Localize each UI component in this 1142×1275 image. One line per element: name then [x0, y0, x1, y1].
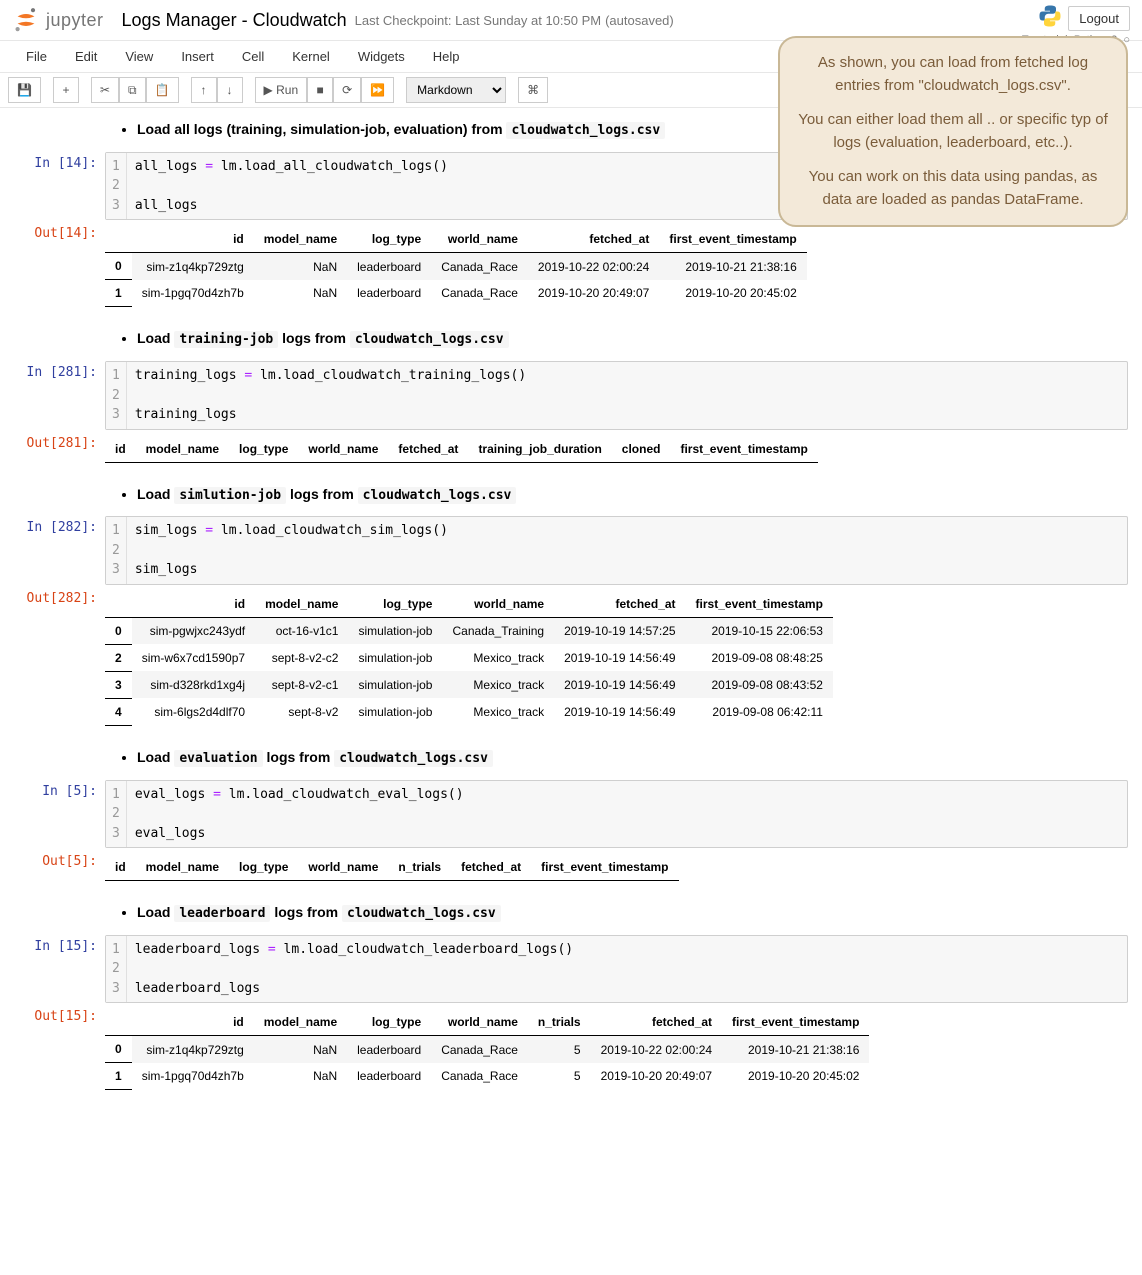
- menu-help[interactable]: Help: [419, 41, 474, 72]
- output-area: idmodel_namelog_typeworld_namen_trialsfe…: [105, 850, 1142, 895]
- restart-run-all-button[interactable]: ⏩: [361, 77, 394, 103]
- menu-insert[interactable]: Insert: [167, 41, 228, 72]
- in-prompt: In [14]:: [0, 152, 105, 221]
- markdown-cell[interactable]: Load simlution-job logs from cloudwatch_…: [105, 479, 1142, 515]
- in-prompt: In [282]:: [0, 516, 105, 585]
- move-up-button[interactable]: ↑: [191, 77, 217, 103]
- dataframe-table: idmodel_namelog_typeworld_namefetched_at…: [105, 226, 807, 307]
- celltype-select[interactable]: Markdown: [406, 77, 506, 103]
- run-button[interactable]: ▶ Run: [255, 77, 308, 103]
- markdown-cell[interactable]: Load training-job logs from cloudwatch_l…: [105, 323, 1142, 359]
- callout-p2: You can either load them all .. or speci…: [798, 109, 1108, 154]
- out-prompt: Out[14]:: [0, 222, 105, 321]
- dataframe-table: idmodel_namelog_typeworld_namefetched_at…: [105, 436, 818, 463]
- move-down-button[interactable]: ↓: [217, 77, 243, 103]
- callout-p1: As shown, you can load from fetched log …: [798, 52, 1108, 97]
- out-prompt: Out[282]:: [0, 587, 105, 740]
- menu-edit[interactable]: Edit: [61, 41, 111, 72]
- out-prompt: Out[281]:: [0, 432, 105, 477]
- menu-view[interactable]: View: [111, 41, 167, 72]
- dataframe-table: idmodel_namelog_typeworld_namen_trialsfe…: [105, 1009, 869, 1090]
- out-prompt: Out[5]:: [0, 850, 105, 895]
- notebook-title[interactable]: Logs Manager - Cloudwatch: [122, 10, 347, 31]
- restart-button[interactable]: ⟳: [333, 77, 361, 103]
- notebook-header: jupyter Logs Manager - Cloudwatch Last C…: [0, 0, 1142, 41]
- jupyter-text: jupyter: [46, 10, 104, 31]
- save-button[interactable]: 💾: [8, 77, 41, 103]
- annotation-callout: As shown, you can load from fetched log …: [778, 36, 1128, 227]
- logout-button[interactable]: Logout: [1068, 6, 1130, 31]
- dataframe-table: idmodel_namelog_typeworld_namen_trialsfe…: [105, 854, 679, 881]
- in-prompt: In [15]:: [0, 935, 105, 1004]
- dataframe-table: idmodel_namelog_typeworld_namefetched_at…: [105, 591, 833, 726]
- callout-p3: You can work on this data using pandas, …: [798, 166, 1108, 211]
- markdown-cell[interactable]: Load leaderboard logs from cloudwatch_lo…: [105, 897, 1142, 933]
- code-cell[interactable]: 123 training_logs = lm.load_cloudwatch_t…: [105, 361, 1128, 430]
- menu-file[interactable]: File: [12, 41, 61, 72]
- in-prompt: In [281]:: [0, 361, 105, 430]
- jupyter-icon: [12, 6, 40, 34]
- menu-kernel[interactable]: Kernel: [278, 41, 344, 72]
- copy-button[interactable]: ⧉: [119, 77, 146, 103]
- output-area: idmodel_namelog_typeworld_namen_trialsfe…: [105, 1005, 1142, 1104]
- autosave-text: (autosaved): [605, 13, 674, 28]
- add-cell-button[interactable]: +: [53, 77, 79, 103]
- output-area: idmodel_namelog_typeworld_namefetched_at…: [105, 222, 1142, 321]
- notebook-body: Load all logs (training, simulation-job,…: [0, 108, 1142, 1136]
- markdown-cell[interactable]: Load evaluation logs from cloudwatch_log…: [105, 742, 1142, 778]
- out-prompt: Out[15]:: [0, 1005, 105, 1104]
- command-palette-button[interactable]: ⌘: [518, 77, 548, 103]
- stop-button[interactable]: ■: [307, 77, 333, 103]
- cut-button[interactable]: ✂: [91, 77, 119, 103]
- menu-widgets[interactable]: Widgets: [344, 41, 419, 72]
- checkpoint-text: Last Checkpoint: Last Sunday at 10:50 PM: [355, 13, 601, 28]
- python-icon: [1038, 4, 1062, 28]
- menu-cell[interactable]: Cell: [228, 41, 278, 72]
- jupyter-logo[interactable]: jupyter: [12, 6, 104, 34]
- code-cell[interactable]: 123 sim_logs = lm.load_cloudwatch_sim_lo…: [105, 516, 1128, 585]
- code-cell[interactable]: 123 leaderboard_logs = lm.load_cloudwatc…: [105, 935, 1128, 1004]
- in-prompt: In [5]:: [0, 780, 105, 849]
- output-area: idmodel_namelog_typeworld_namefetched_at…: [105, 587, 1142, 740]
- paste-button[interactable]: 📋: [146, 77, 179, 103]
- output-area: idmodel_namelog_typeworld_namefetched_at…: [105, 432, 1142, 477]
- code-cell[interactable]: 123 eval_logs = lm.load_cloudwatch_eval_…: [105, 780, 1128, 849]
